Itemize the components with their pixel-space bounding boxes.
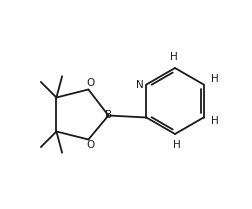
Text: H: H [211,116,218,125]
Text: H: H [170,52,178,62]
Text: O: O [86,79,94,88]
Text: H: H [173,140,181,150]
Text: B: B [105,110,112,120]
Text: N: N [136,79,143,89]
Text: H: H [211,74,218,84]
Text: O: O [86,140,94,150]
